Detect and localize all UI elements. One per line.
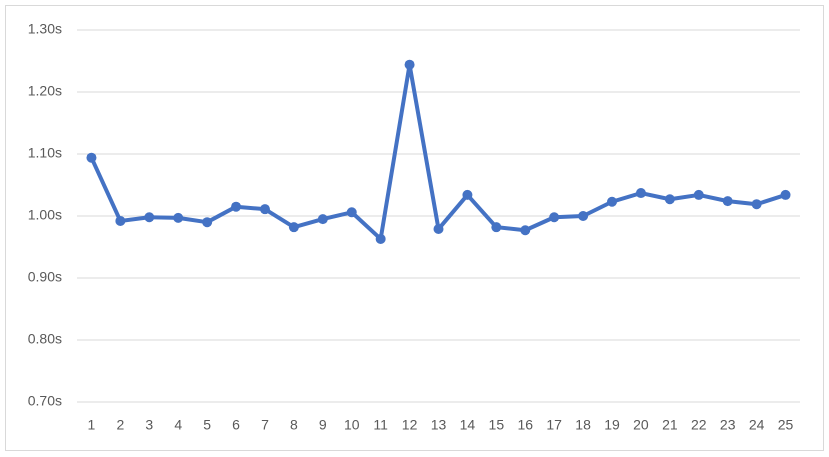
x-tick-label: 19 [604,417,620,433]
data-point [115,215,126,226]
data-point [780,189,791,200]
x-tick-label: 17 [546,417,562,433]
y-tick-label: 0.90s [28,269,62,285]
y-tick-label: 0.70s [28,393,62,409]
data-point [433,224,444,235]
x-tick-label: 6 [232,417,240,433]
data-point [288,222,299,233]
chart-border [5,5,824,451]
data-point [549,212,560,223]
x-tick-label: 15 [489,417,505,433]
data-point [404,59,415,70]
x-tick-label: 18 [575,417,591,433]
x-tick-label: 23 [720,417,736,433]
data-point [173,212,184,223]
data-point [664,194,675,205]
data-point [144,212,155,223]
x-tick-label: 21 [662,417,678,433]
y-tick-label: 1.20s [28,83,62,99]
x-tick-label: 3 [145,417,153,433]
data-point [231,201,242,212]
y-tick-label: 1.00s [28,207,62,223]
data-point [520,225,531,236]
x-tick-label: 12 [402,417,418,433]
x-tick-label: 8 [290,417,298,433]
x-tick-label: 20 [633,417,649,433]
data-point [635,188,646,199]
data-point [722,196,733,207]
y-tick-label: 0.80s [28,331,62,347]
x-tick-label: 11 [373,417,388,433]
y-tick-label: 1.30s [28,21,62,37]
data-point [259,204,270,215]
x-tick-label: 13 [431,417,447,433]
x-tick-label: 5 [203,417,211,433]
x-tick-label: 7 [261,417,269,433]
x-tick-label: 1 [88,417,96,433]
data-point [375,233,386,244]
x-tick-label: 9 [319,417,327,433]
x-tick-label: 14 [460,417,476,433]
data-point [578,211,589,221]
x-tick-label: 4 [174,417,182,433]
x-tick-label: 16 [517,417,533,433]
data-point [317,214,328,225]
data-point [607,196,618,207]
data-point [462,189,473,200]
x-tick-label: 10 [344,417,360,433]
x-tick-label: 24 [749,417,765,433]
x-tick-label: 22 [691,417,707,433]
data-point [346,207,357,218]
x-tick-label: 25 [778,417,794,433]
x-tick-label: 2 [116,417,124,433]
data-point [202,217,213,228]
data-point [491,222,502,233]
data-point [86,152,97,163]
y-tick-label: 1.10s [28,145,62,161]
data-point [693,189,704,200]
data-point [751,199,762,210]
